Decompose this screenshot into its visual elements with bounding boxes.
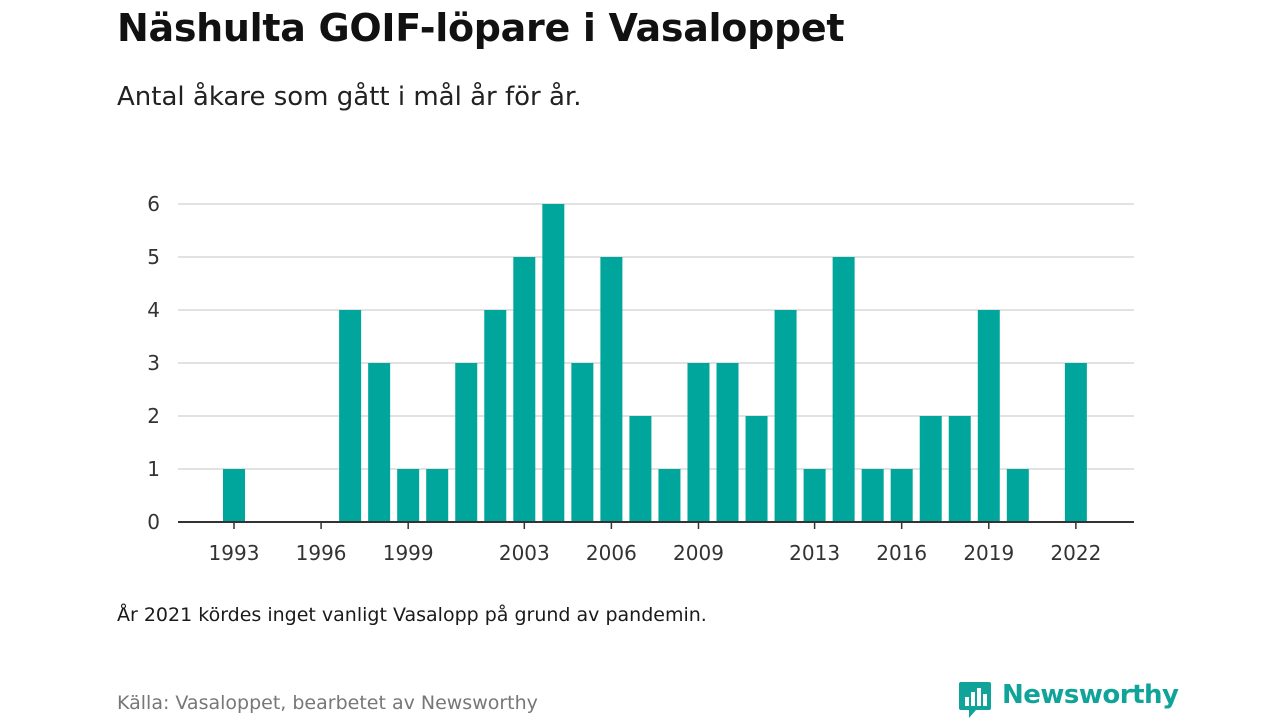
bar-2000: [426, 469, 449, 522]
x-tick-label: 2022: [1050, 541, 1101, 565]
x-tick-label: 2009: [673, 541, 724, 565]
bar-2015: [861, 469, 884, 522]
bar-1993: [223, 469, 245, 522]
chart-subtitle: Antal åkare som gått i mål år för år.: [117, 82, 582, 112]
y-tick-label: 2: [147, 404, 160, 428]
x-tick-label: 1999: [383, 541, 434, 565]
brand-name: Newsworthy: [1002, 680, 1179, 710]
bar-2013: [803, 469, 826, 522]
x-tick-label: 1996: [296, 541, 347, 565]
bar-2007: [629, 416, 652, 522]
x-tick-label: 2019: [963, 541, 1014, 565]
bars: [223, 204, 1087, 522]
bar-2009: [687, 363, 710, 522]
x-tick-label: 2003: [499, 541, 550, 565]
source-text: Källa: Vasaloppet, bearbetet av Newswort…: [117, 692, 538, 714]
bar-2019: [977, 310, 1000, 522]
bar-2022: [1064, 363, 1087, 522]
x-tick-label: 1993: [209, 541, 260, 565]
bar-2006: [600, 257, 623, 522]
bar-1999: [397, 469, 420, 522]
bar-2012: [774, 310, 797, 522]
y-tick-label: 1: [147, 457, 160, 481]
y-tick-label: 5: [147, 245, 160, 269]
bar-2020: [1006, 469, 1029, 522]
bar-2005: [571, 363, 594, 522]
bar-2008: [658, 469, 681, 522]
y-tick-label: 4: [147, 298, 160, 322]
bar-chart-logo-icon: [959, 682, 991, 718]
x-tick-label: 2013: [789, 541, 840, 565]
bar-2016: [890, 469, 913, 522]
y-tick-label: 0: [147, 510, 160, 534]
bar-2004: [542, 204, 565, 522]
footnote: År 2021 kördes inget vanligt Vasalopp på…: [117, 604, 707, 626]
y-tick-label: 6: [147, 192, 160, 216]
x-tick-label: 2006: [586, 541, 637, 565]
bar-1998: [368, 363, 391, 522]
bar-2002: [484, 310, 507, 522]
bar-2010: [716, 363, 739, 522]
chart-title: Näshulta GOIF-löpare i Vasaloppet: [117, 6, 845, 50]
grid-lines: [178, 203, 1134, 470]
bar-1997: [339, 310, 362, 522]
bar-2003: [513, 257, 536, 522]
x-tick-label: 2016: [876, 541, 927, 565]
y-tick-label: 3: [147, 351, 160, 375]
y-axis-ticks: 0 1 2 3 4 5 6: [147, 192, 160, 534]
bar-2014: [832, 257, 855, 522]
newsworthy-logo: Newsworthy: [958, 680, 1179, 720]
bar-2018: [948, 416, 971, 522]
x-axis-ticks: 1993 1996 1999 2003 2006 2009 2013 2016 2019 2022: [209, 522, 1101, 565]
bar-chart: 0 1 2 3 4 5 6 1993 1996 1999 2003 2006 2009 2013 2016…: [147, 192, 1134, 565]
bar-2017: [919, 416, 942, 522]
bar-2001: [455, 363, 478, 522]
bar-2011: [745, 416, 768, 522]
